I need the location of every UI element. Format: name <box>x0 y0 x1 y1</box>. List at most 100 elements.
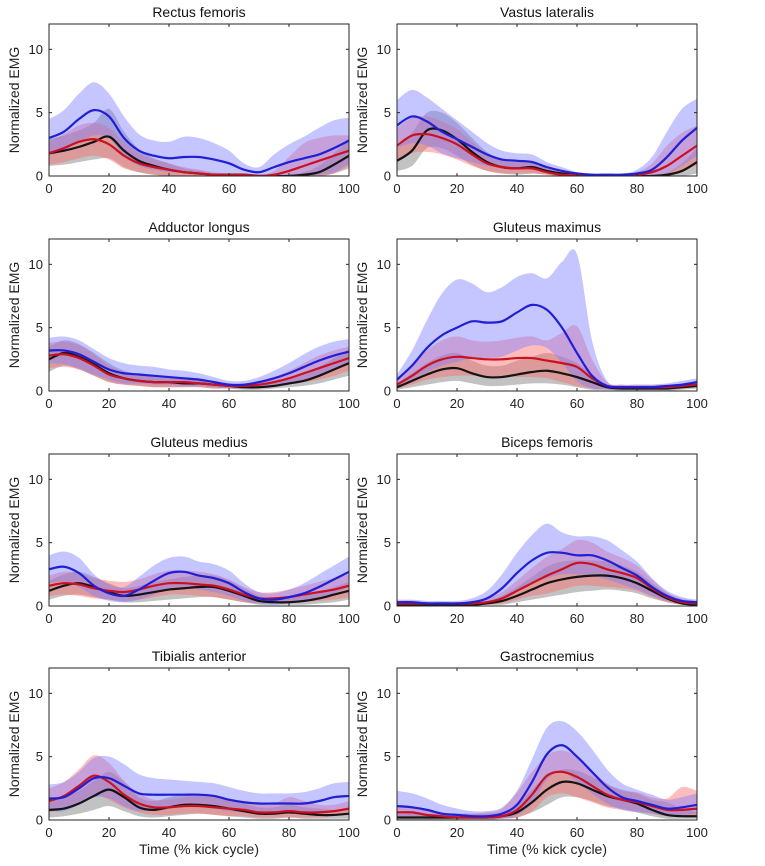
y-tick-label: 10 <box>29 686 43 701</box>
line-layer <box>397 115 697 176</box>
x-tick-label: 80 <box>282 396 296 411</box>
black-mean-line <box>397 366 697 390</box>
y-axis-label: Normalized EMG <box>6 47 22 154</box>
x-tick-label: 100 <box>686 825 708 840</box>
black-band <box>49 108 349 176</box>
y-tick-label: 5 <box>36 749 43 764</box>
blue-band <box>397 249 697 390</box>
y-tick-label: 10 <box>377 257 391 272</box>
red-mean-line <box>397 132 697 176</box>
axes-frame <box>396 238 698 392</box>
y-tick-label: 0 <box>384 384 391 399</box>
y-tick-label: 0 <box>36 599 43 614</box>
blue-mean-line <box>49 108 349 174</box>
x-tick-label: 60 <box>570 825 584 840</box>
y-tick-label: 0 <box>384 813 391 828</box>
plot-area <box>397 668 697 820</box>
band-layer <box>49 82 349 176</box>
axes-frame <box>396 453 698 607</box>
subplot-title: Adductor longus <box>148 219 249 235</box>
red-band <box>49 122 349 176</box>
blue-mean-line <box>397 303 697 389</box>
blue-mean-line <box>49 349 349 387</box>
y-axis-label: Normalized EMG <box>6 691 22 798</box>
subplot-biceps-femoris: 0 20 40 60 80 100 0 5 10 Biceps femoris Normalized… <box>354 434 708 626</box>
blue-band <box>49 755 349 814</box>
red-mean-line <box>49 138 349 176</box>
y-axis-label: Normalized EMG <box>354 691 370 798</box>
line-layer <box>397 744 697 819</box>
axes-frame <box>396 667 698 821</box>
subplot-title: Tibialis anterior <box>152 648 247 664</box>
y-tick-label: 0 <box>36 169 43 184</box>
axes-frame <box>48 23 350 177</box>
band-layer <box>397 721 697 820</box>
x-tick-label: 20 <box>450 611 464 626</box>
subplot-title: Vastus lateralis <box>500 4 594 20</box>
line-layer <box>397 551 697 606</box>
x-tick-label: 40 <box>162 825 176 840</box>
x-tick-label: 0 <box>45 611 52 626</box>
y-tick-label: 0 <box>36 813 43 828</box>
y-tick-label: 5 <box>384 320 391 335</box>
y-axis-label: Normalized EMG <box>6 477 22 584</box>
y-axis-label: Normalized EMG <box>354 477 370 584</box>
blue-mean-line <box>49 565 349 601</box>
subplot-adductor-longus: 0 20 40 60 80 100 0 5 10 Adductor longus Normalize… <box>6 219 360 411</box>
plot-area <box>397 24 697 176</box>
x-tick-label: 80 <box>282 611 296 626</box>
red-band <box>397 750 697 819</box>
x-tick-label: 40 <box>162 611 176 626</box>
blue-mean-line <box>49 775 349 805</box>
x-tick-label: 0 <box>45 825 52 840</box>
y-tick-label: 0 <box>384 169 391 184</box>
y-tick-label: 10 <box>377 686 391 701</box>
x-tick-label: 0 <box>45 181 52 196</box>
x-tick-label: 20 <box>450 825 464 840</box>
plot-area <box>397 239 697 391</box>
x-tick-label: 60 <box>222 825 236 840</box>
x-tick-label: 20 <box>102 181 116 196</box>
x-tick-label: 40 <box>510 181 524 196</box>
y-tick-label: 5 <box>36 105 43 120</box>
x-tick-label: 80 <box>630 825 644 840</box>
axes-frame <box>48 238 350 392</box>
x-tick-label: 80 <box>630 611 644 626</box>
subplot-rectus-femoris: 0 20 40 60 80 100 0 5 10 Rectus femoris Normalized… <box>6 4 360 196</box>
x-tick-label: 60 <box>222 611 236 626</box>
x-tick-label: 40 <box>510 825 524 840</box>
line-layer <box>49 108 349 176</box>
line-layer <box>397 303 697 390</box>
x-tick-label: 20 <box>450 181 464 196</box>
y-axis-label: Normalized EMG <box>354 47 370 154</box>
subplot-title: Gastrocnemius <box>500 648 594 664</box>
axes-frame <box>48 453 350 607</box>
y-tick-label: 5 <box>36 320 43 335</box>
subplot-gluteus-medius: 0 20 40 60 80 100 0 5 10 Gluteus medius Normalized… <box>6 434 360 626</box>
blue-mean-line <box>397 551 697 605</box>
x-tick-label: 60 <box>222 181 236 196</box>
x-tick-label: 0 <box>393 825 400 840</box>
red-band <box>397 539 697 605</box>
y-tick-label: 5 <box>384 535 391 550</box>
x-axis-label: Time (% kick cycle) <box>139 841 259 857</box>
blue-mean-line <box>397 115 697 176</box>
y-tick-label: 10 <box>29 472 43 487</box>
subplot-gastrocnemius: 0 20 40 60 80 100 0 5 10 Gastrocnemius Normalized … <box>354 648 708 857</box>
x-axis-label: Time (% kick cycle) <box>487 841 607 857</box>
blue-band <box>49 336 349 389</box>
plot-area <box>49 24 349 176</box>
subplot-title: Gluteus maximus <box>493 219 601 235</box>
y-tick-label: 10 <box>377 42 391 57</box>
x-tick-label: 20 <box>102 825 116 840</box>
red-mean-line <box>49 353 349 388</box>
x-tick-label: 100 <box>686 396 708 411</box>
blue-band <box>397 523 697 605</box>
x-tick-label: 80 <box>282 181 296 196</box>
x-tick-label: 40 <box>510 611 524 626</box>
y-tick-label: 5 <box>384 749 391 764</box>
x-tick-label: 60 <box>570 181 584 196</box>
black-mean-line <box>397 127 697 176</box>
plot-area <box>397 454 697 606</box>
subplot-title: Rectus femoris <box>152 4 245 20</box>
